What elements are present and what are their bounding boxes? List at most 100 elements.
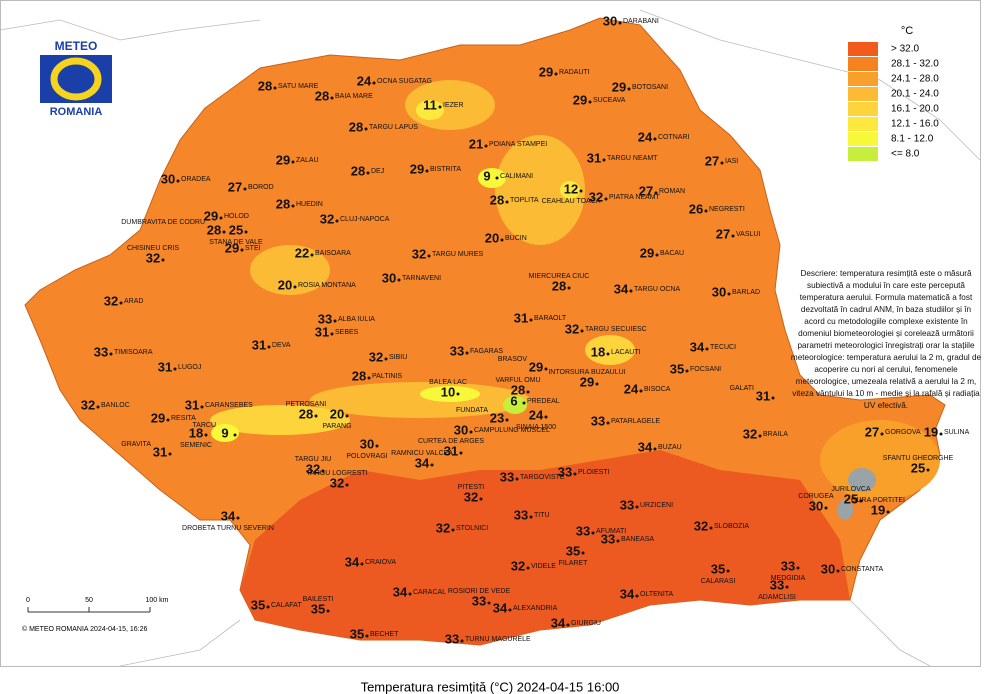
- legend-label: 8.1 - 12.0: [891, 134, 934, 145]
- station-dot: [330, 96, 334, 100]
- station-value: 24: [529, 407, 544, 422]
- station-name: SATU MARE: [278, 83, 319, 90]
- legend-swatch: [848, 132, 878, 146]
- station-name: GORGOVA: [885, 429, 921, 436]
- station-value: 28: [352, 368, 366, 383]
- station-name: BRAILA: [763, 431, 788, 438]
- station-name: BALEA LAC: [429, 379, 467, 386]
- station-name: PALTINIS: [372, 373, 402, 380]
- station-name: CALIMANI: [500, 173, 533, 180]
- station-value: 31: [514, 310, 528, 325]
- station-value: 33: [770, 577, 784, 592]
- station-value: 33: [591, 413, 605, 428]
- station-value: 31: [185, 397, 199, 412]
- station-dot: [705, 347, 709, 351]
- station-dot: [771, 396, 775, 400]
- legend-swatch: [848, 102, 878, 116]
- station-name: VARFUL OMU: [495, 377, 540, 384]
- station-dot: [293, 285, 297, 289]
- legend-swatch: [848, 72, 878, 86]
- station-dot: [886, 510, 890, 514]
- station-name: RAMNICU VALCEA: [391, 450, 453, 457]
- station-name: BACAU: [660, 250, 684, 257]
- logo-top: METEO: [55, 39, 98, 53]
- station-dot: [430, 463, 434, 467]
- station-value: 30: [809, 498, 823, 513]
- station-value: 28: [299, 406, 313, 421]
- station-value: 29: [573, 92, 587, 107]
- station-value: 29: [276, 152, 290, 167]
- legend: > 32.0 28.1 - 32.0 24.1 - 28.0 20.1 - 24.0 1…: [848, 42, 939, 161]
- logo: METEO ROMANIA: [40, 39, 112, 118]
- legend-label: <= 8.0: [891, 149, 920, 160]
- station-value: 29: [580, 374, 594, 389]
- station-name: BAISOARA: [315, 250, 351, 257]
- legend-label: 12.1 - 16.0: [891, 119, 939, 130]
- station-dot: [460, 639, 464, 643]
- station-value: 33: [318, 311, 332, 326]
- station-value: 20: [485, 230, 499, 245]
- scale-label: 0: [26, 597, 30, 604]
- station-dot: [469, 430, 473, 434]
- station-value: 24: [624, 381, 639, 396]
- station-value: 28: [276, 196, 290, 211]
- station-value: 30: [382, 270, 396, 285]
- station-value: 33: [445, 631, 459, 646]
- station-dot: [314, 414, 318, 418]
- station-dot: [606, 352, 610, 356]
- station-name: JURILOVCA: [831, 486, 871, 493]
- station-dot: [408, 592, 412, 596]
- station-name: CALAFAT: [271, 602, 302, 609]
- station-name: BANEASA: [621, 536, 654, 543]
- station-value: 29: [151, 410, 165, 425]
- station-name: GIURGIU: [571, 620, 601, 627]
- station-value: 27: [228, 179, 242, 194]
- station-name: PATARLAGELE: [611, 418, 660, 425]
- station-dot: [544, 415, 548, 419]
- legend-swatch: [848, 57, 878, 71]
- station-dot: [595, 382, 599, 386]
- station-value: 33: [576, 523, 590, 538]
- station-value: 34: [393, 584, 408, 599]
- station-dot: [604, 197, 608, 201]
- station-value: 35: [670, 361, 684, 376]
- station-dot: [219, 216, 223, 220]
- station-dot: [588, 100, 592, 104]
- station-name: CRAIOVA: [365, 559, 396, 566]
- station-name: GURA PORTITEI: [851, 497, 905, 504]
- station-dot: [526, 566, 530, 570]
- station-value: 6: [510, 393, 517, 408]
- station-name: MIERCUREA CIUC: [529, 273, 590, 280]
- station-name: CAMPULUNG MUSCEL: [474, 427, 550, 434]
- station-name: DROBETA TURNU SEVERIN: [182, 525, 274, 532]
- station-name: SEMENIC: [180, 442, 212, 449]
- station-dot: [567, 286, 571, 290]
- station-name: BUZAU: [658, 444, 682, 451]
- caption: Temperatura resimțită (°C) 2024-04-15 16…: [361, 679, 620, 694]
- station-name: TIMISOARA: [114, 349, 153, 356]
- station-value: 33: [472, 593, 486, 608]
- station-dot: [367, 376, 371, 380]
- station-value: 30: [821, 561, 835, 576]
- description: Descriere: temperatura resimțită este o …: [790, 269, 982, 410]
- legend-swatch: [848, 42, 878, 56]
- station-name: ROSIA MONTANA: [298, 282, 356, 289]
- station-value: 32: [369, 349, 383, 364]
- station-name: MEDGIDIA: [771, 575, 806, 582]
- station-value: 30: [454, 422, 468, 437]
- station-dot: [335, 219, 339, 223]
- station-value: 31: [444, 443, 458, 458]
- station-value: 33: [500, 469, 514, 484]
- station-name: ADAMCLISI: [758, 594, 796, 601]
- station-value: 30: [161, 171, 175, 186]
- lakes: [837, 468, 876, 520]
- station-name: DEVA: [272, 342, 291, 349]
- station-dot: [236, 516, 240, 520]
- station-name: CARANSEBES: [205, 402, 253, 409]
- station-dot: [222, 230, 226, 234]
- station-dot: [495, 176, 499, 180]
- station-value: 26: [689, 201, 703, 216]
- station-dot: [484, 144, 488, 148]
